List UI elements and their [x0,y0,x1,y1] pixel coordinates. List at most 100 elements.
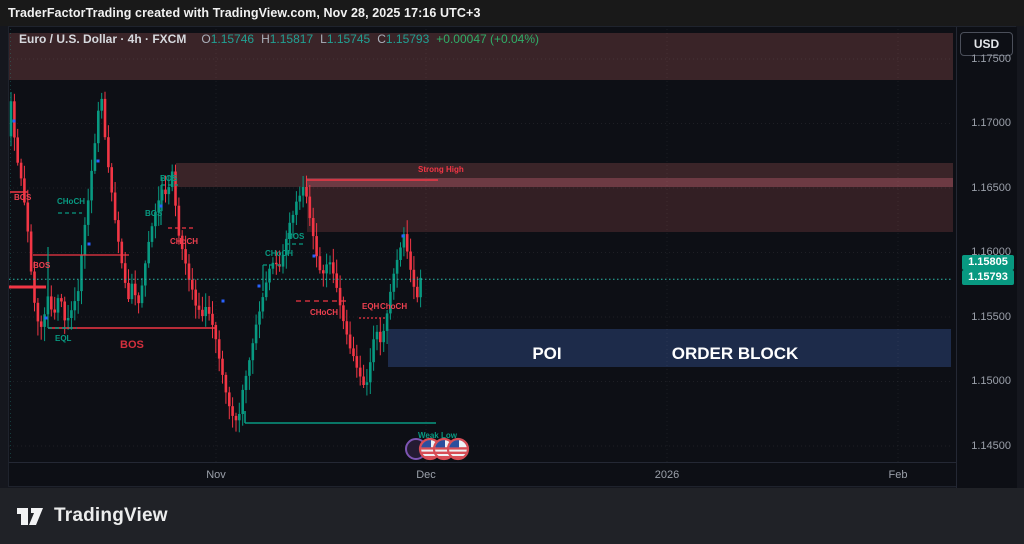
candle-body [362,376,365,385]
ohlc-open-value: 1.15746 [210,32,255,46]
candle-body [254,324,258,344]
candle-body [144,263,147,286]
zone-supply-mid [307,187,953,232]
candle-body [385,313,389,331]
candle-body [13,101,16,138]
candle-body [23,178,26,203]
candle-body [174,171,177,206]
candle-body [332,262,335,274]
ohlc-open-label: O [201,32,211,46]
candle-body [234,415,238,421]
candle-body [291,214,295,223]
event-icon-us-flag[interactable] [449,440,467,458]
annotation-label: BOS [145,209,163,218]
candle-body [342,305,345,322]
candle-body [338,287,342,306]
currency-toggle-button[interactable]: USD [960,32,1013,56]
candle-body [123,263,127,283]
tradingview-logo[interactable]: TradingView [14,502,168,530]
candle-body [197,305,201,310]
signal-marker [12,119,16,123]
candle-body [63,301,66,321]
candle-body [137,295,140,304]
candle-body [251,343,255,361]
zone-supply-strip [307,178,953,187]
candle-body [201,309,204,317]
candle-body [275,262,278,265]
candle-body [375,331,379,340]
price-badge-high: 1.15805 [962,255,1014,270]
chart-plot-area[interactable]: BOS CHoCH EQL BOS BOS BOS BOS CHoCH BOS CHoCH CHoC… [9,27,956,463]
price-tick-label: 1.14500 [971,439,1011,452]
candle-body [29,231,33,272]
candle-body [140,285,144,304]
candle-body [16,137,19,163]
candle-body [231,406,234,416]
order-block-label: ORDER BLOCK [672,344,799,363]
candle-body [100,98,103,111]
chart-widget: BOS CHoCH EQL BOS BOS BOS BOS CHoCH BOS CHoCH CHoC… [8,26,1017,488]
candle-body [288,222,291,239]
candle-body [409,251,412,270]
candle-body [419,277,422,298]
watermark-bar: TraderFactorTrading created with Trading… [0,0,1024,26]
candle-body [217,339,221,359]
time-axis[interactable]: Nov Dec 2026 Feb [9,462,956,488]
candle-body [405,234,409,252]
candle-body [177,205,181,236]
time-tick-dec: Dec [416,469,436,481]
candle-body [224,374,228,393]
candle-body [103,98,107,138]
ohlc-low-label: L [320,32,327,46]
candle-body [305,187,308,197]
candle-body [389,291,392,314]
candle-body [328,262,332,265]
candle-body [110,167,113,193]
candle-body [358,367,362,377]
zone-supply-top [9,33,953,80]
candle-body [26,202,30,232]
candle-body [147,241,150,264]
price-chart-canvas[interactable]: BOS CHoCH EQL BOS BOS BOS BOS CHoCH BOS CHoCH CHoC… [9,27,956,463]
candle-body [315,236,318,257]
candle-body [268,268,271,283]
candle-body [187,263,191,280]
candle-body [194,289,197,306]
ohlc-low-value: 1.15745 [326,32,371,46]
time-tick-2026: 2026 [654,469,680,481]
price-axis[interactable]: USD 1.17500 1.17000 1.16500 1.16000 1.15500 1… [956,27,1017,488]
candle-body [308,196,312,219]
footer-bar: TradingView [0,488,1024,544]
symbol-legend[interactable]: Euro / U.S. Dollar · 4h · FXCM O1.15746 H1… [19,32,539,48]
tradingview-logo-icon [17,508,43,525]
signal-marker [257,284,261,288]
candle-body [167,187,171,195]
candle-body [298,195,302,202]
price-tick-label: 1.17500 [971,52,1011,65]
candle-body [66,318,70,321]
signal-marker [96,159,100,163]
time-tick-nov: Nov [206,469,226,481]
candle-body [113,192,117,221]
annotation-label: BOS [287,232,305,241]
candle-body [120,241,124,264]
candle-body [311,218,315,237]
price-change: +0.00047 (+0.04%) [436,32,540,46]
candle-body [335,273,338,288]
candle-body [244,375,248,390]
price-tick-label: 1.15000 [971,375,1011,387]
candle-body [261,297,265,312]
candle-body [170,171,174,187]
candle-body [355,356,359,368]
candle-body [392,273,396,292]
candle-body [36,302,40,322]
candle-body [130,283,134,300]
candle-body [258,311,261,325]
candle-body [164,189,167,195]
candle-body [97,110,100,144]
candle-body [416,286,419,298]
annotation-label: Strong High [418,165,464,174]
price-tick-label: 1.17000 [971,117,1011,129]
candle-body [180,235,184,250]
candle-body [53,309,56,313]
